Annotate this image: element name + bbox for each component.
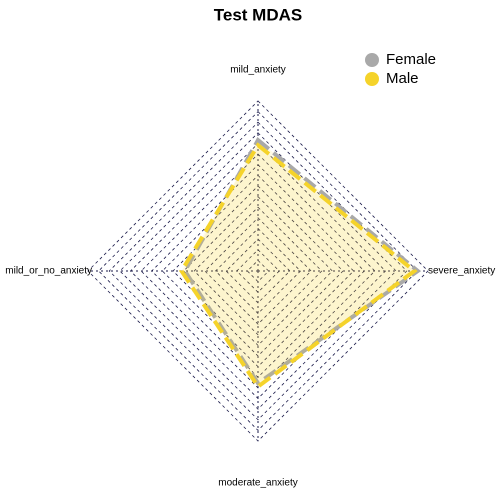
grid-ring	[129, 142, 387, 400]
axis-label: severe_anxiety	[428, 266, 495, 277]
grid-ring	[204, 217, 312, 325]
legend-label: Male	[386, 70, 419, 87]
grid-ring	[183, 196, 333, 346]
axis-label: moderate_anxiety	[218, 478, 298, 489]
legend-marker	[365, 72, 379, 86]
axis-label: mild_anxiety	[230, 65, 286, 76]
chart-title: Test MDAS	[214, 5, 302, 24]
legend-label: Female	[386, 51, 436, 68]
grid-ring	[119, 132, 397, 410]
radar-line	[179, 142, 418, 390]
radar-area	[184, 140, 418, 384]
grid-ring	[193, 206, 323, 336]
grid-ring	[98, 111, 418, 431]
axis-label: mild_or_no_anxiety	[5, 266, 92, 277]
grid-ring	[214, 227, 302, 315]
legend-marker	[365, 53, 379, 67]
radar-area	[181, 145, 415, 387]
grid-ring	[87, 100, 429, 442]
